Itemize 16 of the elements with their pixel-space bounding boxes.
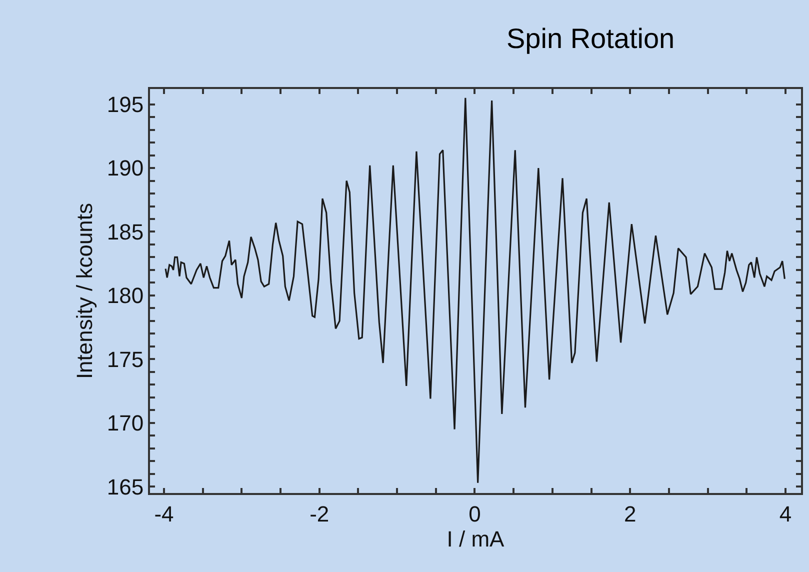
y-tick-label: 165	[106, 474, 144, 500]
y-tick-label: 175	[106, 346, 144, 372]
x-tick-label: 4	[779, 501, 792, 526]
chart-title: Spin Rotation	[506, 23, 675, 54]
y-axis-title: Intensity / kcounts	[72, 202, 98, 380]
x-tick-label: -4	[154, 501, 174, 526]
x-tick-label: -2	[310, 501, 330, 526]
x-axis-title: I / mA	[446, 526, 505, 552]
y-tick-label: 195	[106, 92, 144, 117]
y-tick-label: 180	[106, 283, 144, 308]
y-tick-label: 190	[106, 156, 144, 181]
y-tick-label: 170	[106, 410, 144, 436]
y-tick-label: 185	[106, 219, 144, 244]
line-series	[164, 97, 786, 484]
x-tick-label: 0	[468, 501, 481, 526]
x-tick-label: 2	[624, 501, 636, 526]
